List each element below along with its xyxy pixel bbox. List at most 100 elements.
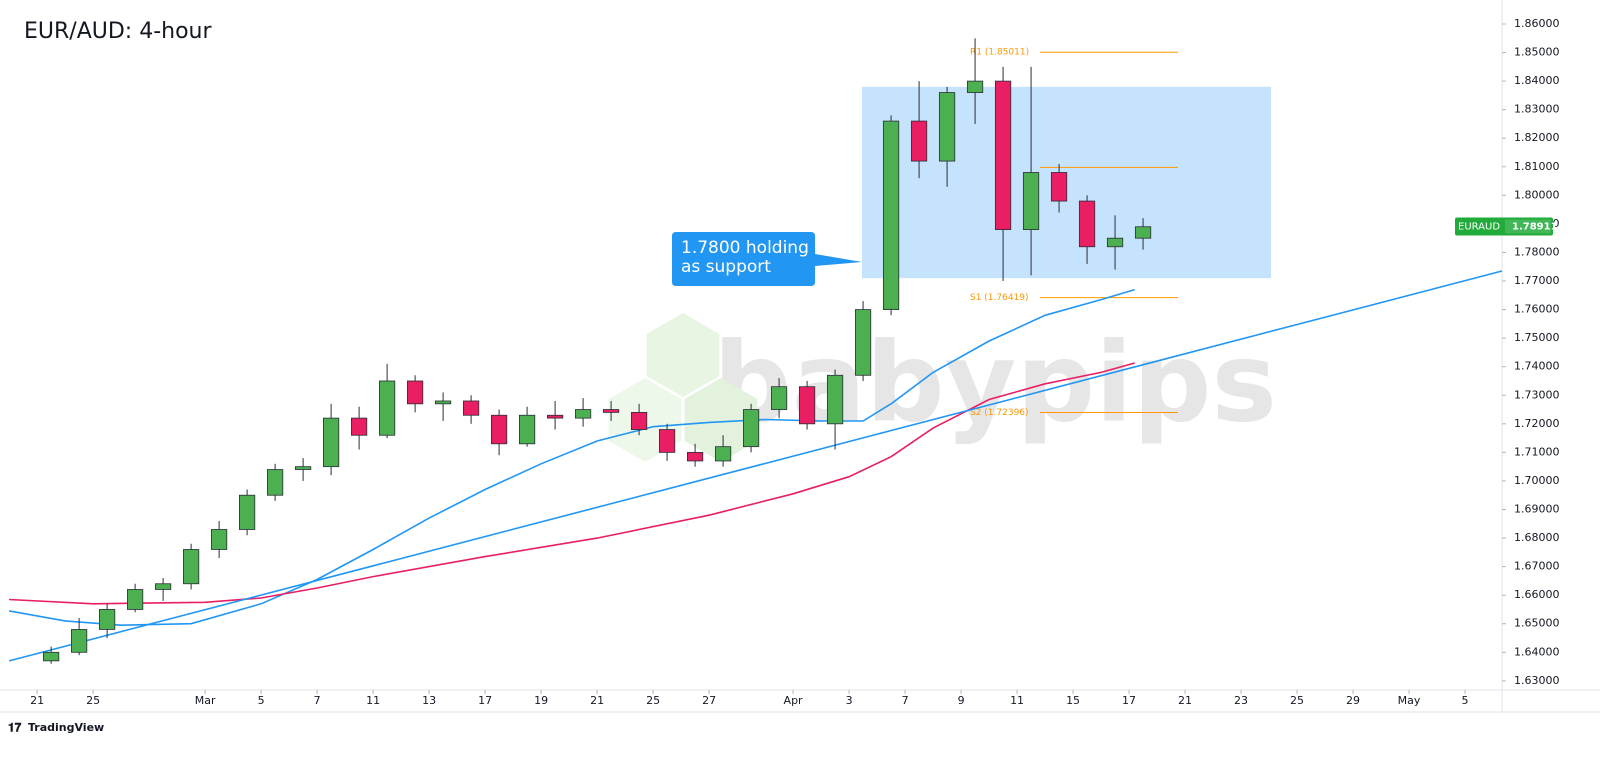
x-tick-label: 9 <box>958 694 965 707</box>
candle-body <box>1106 237 1124 248</box>
candle-body <box>71 629 88 653</box>
x-tick-label: 25 <box>646 694 660 707</box>
candle-body <box>882 120 900 310</box>
y-tick-label: 1.66000 <box>1514 588 1560 601</box>
y-tick-label: 1.63000 <box>1514 674 1560 687</box>
candle-body <box>686 451 704 462</box>
indicator-line <box>8 288 1135 627</box>
x-tick-label: May <box>1398 694 1421 707</box>
y-tick-label: 1.65000 <box>1514 617 1560 630</box>
x-tick-label: 3 <box>846 694 853 707</box>
candle-body <box>211 529 228 550</box>
candle-body <box>127 589 144 610</box>
candle-body <box>826 374 844 425</box>
x-tick-label: 25 <box>1290 694 1304 707</box>
price-tag-inner <box>1505 219 1551 234</box>
candle-body <box>1050 172 1068 202</box>
watermark-logo <box>646 313 720 397</box>
candle-body <box>462 400 480 416</box>
plot: babypips1.630001.640001.650001.660001.67… <box>0 0 1600 713</box>
y-tick-label: 1.70000 <box>1514 474 1560 487</box>
x-tick-label: 29 <box>1346 694 1360 707</box>
y-tick-label: 1.85000 <box>1514 46 1560 59</box>
candle-body <box>1078 200 1096 248</box>
candle-body <box>714 446 732 462</box>
y-tick-label: 1.81000 <box>1514 160 1560 173</box>
y-tick-label: 1.77000 <box>1514 274 1560 287</box>
x-tick-label: Mar <box>195 694 216 707</box>
callout-text: as support <box>681 257 771 277</box>
candle-body <box>1134 226 1152 239</box>
y-tick-label: 1.71000 <box>1514 445 1560 458</box>
candle-body <box>742 409 760 448</box>
y-tick-label: 1.64000 <box>1514 645 1560 658</box>
candle-body <box>379 380 396 436</box>
candle-body <box>630 412 648 430</box>
y-tick-label: 1.69000 <box>1514 503 1560 516</box>
candle-body <box>938 92 956 162</box>
callout-text: 1.7800 holding <box>681 238 809 258</box>
x-tick-label: 21 <box>590 694 604 707</box>
price-tag <box>1455 217 1553 236</box>
y-tick-label: 1.86000 <box>1514 17 1560 30</box>
x-tick-label: 23 <box>1234 694 1248 707</box>
candle-body <box>770 386 788 410</box>
x-tick-label: 21 <box>30 694 44 707</box>
pivot-label: R1 (1.85011) <box>970 48 1029 58</box>
x-tick-label: 19 <box>534 694 548 707</box>
y-tick-label: 1.67000 <box>1514 560 1560 573</box>
y-tick-label: 1.82000 <box>1514 131 1560 144</box>
candle-body <box>910 120 928 162</box>
y-tick-label: 1.68000 <box>1514 531 1560 544</box>
x-tick-label: 25 <box>86 694 100 707</box>
y-tick-label: 1.76000 <box>1514 303 1560 316</box>
x-tick-label: 5 <box>1462 694 1469 707</box>
y-tick-label: 1.72000 <box>1514 417 1560 430</box>
candle-body <box>854 309 872 376</box>
x-tick-label: 17 <box>1122 694 1136 707</box>
footer-brand: TradingView <box>28 721 104 734</box>
candle-body <box>323 417 340 468</box>
x-tick-label: 27 <box>702 694 716 707</box>
price-tag-value: 1.78911 <box>1512 221 1558 232</box>
y-tick-label: 1.80000 <box>1514 188 1560 201</box>
candle-body <box>183 549 200 585</box>
x-tick-label: 11 <box>366 694 380 707</box>
candle-body <box>546 414 564 419</box>
candle-body <box>351 417 368 436</box>
y-tick-label: 1.74000 <box>1514 360 1560 373</box>
y-tick-label: 1.78000 <box>1514 245 1560 258</box>
candle-body <box>155 583 172 590</box>
pivot-label: S2 (1.72396) <box>970 408 1029 418</box>
candle-body <box>994 80 1012 231</box>
candle-body <box>518 414 536 445</box>
candle-body <box>658 429 676 453</box>
pivot-label: S1 (1.76419) <box>970 293 1029 303</box>
x-tick-label: 7 <box>902 694 909 707</box>
x-tick-label: 7 <box>314 694 321 707</box>
x-tick-label: 5 <box>258 694 265 707</box>
x-tick-label: 13 <box>422 694 436 707</box>
x-tick-label: 17 <box>478 694 492 707</box>
chart-title: EUR/AUD: 4-hour <box>24 19 212 44</box>
y-tick-label: 1.83000 <box>1514 103 1560 116</box>
x-tick-label: 11 <box>1010 694 1024 707</box>
candle-body <box>1022 172 1040 231</box>
x-tick-label: 21 <box>1178 694 1192 707</box>
candle-body <box>490 414 508 445</box>
callout-box <box>672 232 862 286</box>
candle-body <box>574 409 592 419</box>
candle-body <box>99 609 116 630</box>
y-tick-label: 1.75000 <box>1514 331 1560 344</box>
candle-body <box>602 409 620 413</box>
candle-body <box>295 466 312 470</box>
candle-body <box>434 400 452 405</box>
candle-body <box>406 380 424 405</box>
y-tick-label: 1.84000 <box>1514 74 1560 87</box>
x-tick-label: Apr <box>784 694 804 707</box>
candle-body <box>239 494 256 530</box>
candle-body <box>43 651 60 662</box>
x-tick-label: 15 <box>1066 694 1080 707</box>
